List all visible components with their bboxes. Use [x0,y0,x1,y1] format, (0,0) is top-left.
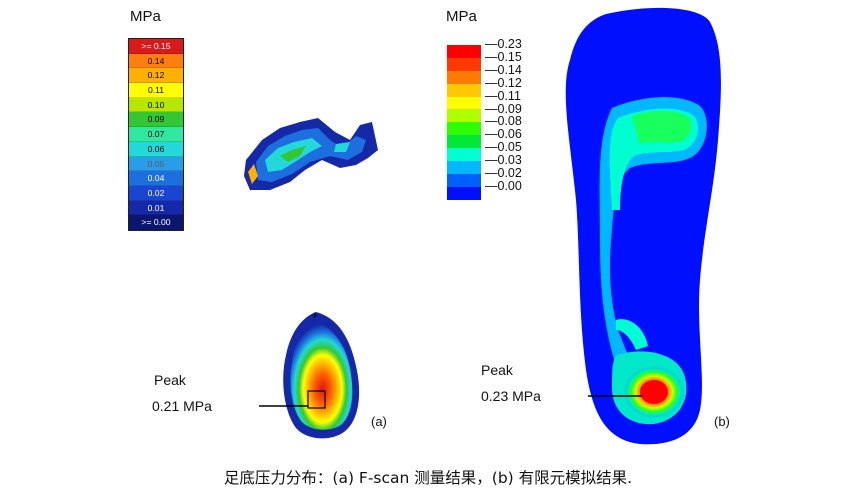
legend-b-tick-label: —0.03 [485,153,522,168]
legend-b-swatch [447,161,481,174]
peak-value-b: 0.23 MPa [481,388,541,404]
legend-a-entry: 0.12 [129,68,183,84]
legend-b-tick-label: —0.05 [485,140,522,155]
peak-title-b: Peak [481,362,513,378]
legend-b-swatches [447,45,481,200]
legend-b-tick-label: —0.06 [485,127,522,142]
legend-a-entry: 0.05 [129,156,183,172]
forefoot-scan-a [244,118,378,190]
svg-text:+: + [311,311,319,321]
figure-caption: 足底压力分布：(a) F-scan 测量结果，(b) 有限元模拟结果. [223,469,633,487]
legend-a-entry: 0.07 [129,127,183,142]
legend-b-tick-label: —0.23 [485,37,522,51]
legend-b-swatch [447,135,481,149]
legend-a-entry: >= 0.00 [129,215,183,230]
legend-a-entry: 0.11 [129,83,183,98]
legend-a-unit: MPa [130,8,161,25]
heel-scan-a: + [259,311,360,439]
legend-b-tick-label: —0.11 [485,88,521,103]
legend-b-tick-label: —0.12 [485,75,522,90]
legend-b-swatch [447,45,481,58]
legend-a-entry: 0.09 [129,112,183,128]
legend-a-entry: 0.04 [129,171,183,186]
legend-b-tick-label: —0.15 [485,49,522,64]
legend-b-swatch [447,186,481,200]
legend-a-entry: >= 0.15 [129,39,183,54]
legend-b-tick-label: —0.09 [485,101,522,116]
peak-value-a: 0.21 MPa [152,398,212,414]
legend-b-unit: MPa [446,8,477,25]
legend-b-swatch [447,109,481,123]
legend-b-swatch [447,122,481,136]
legend-b-swatch [447,57,481,71]
legend-b-tick-label: —0.02 [485,166,522,180]
legend-b-tick-label: —0.08 [485,114,522,129]
panel-tag-a: (a) [371,414,387,429]
panel-tag-b: (b) [714,414,730,429]
legend-a-entry: 0.10 [129,97,183,113]
legend-b-swatch [447,96,481,110]
legend-b-swatch [447,70,481,84]
foot-model-b [565,7,721,445]
legend-b-swatch [447,173,481,187]
legend-b-tick-label: —0.00 [485,178,522,193]
peak-title-a: Peak [154,372,186,388]
legend-a: >= 0.15 0.14 0.12 0.11 0.10 0.09 0.07 0.06 0.05 0… [128,38,184,231]
legend-b-swatch [447,148,481,162]
legend-b-swatch [447,83,481,97]
legend-a-entry: 0.02 [129,185,183,201]
legend-b-tick-label: —0.14 [485,62,522,77]
legend-a-entry: 0.01 [129,200,183,216]
legend-a-entry: 0.06 [129,141,183,157]
legend-a-entry: 0.14 [129,53,183,69]
